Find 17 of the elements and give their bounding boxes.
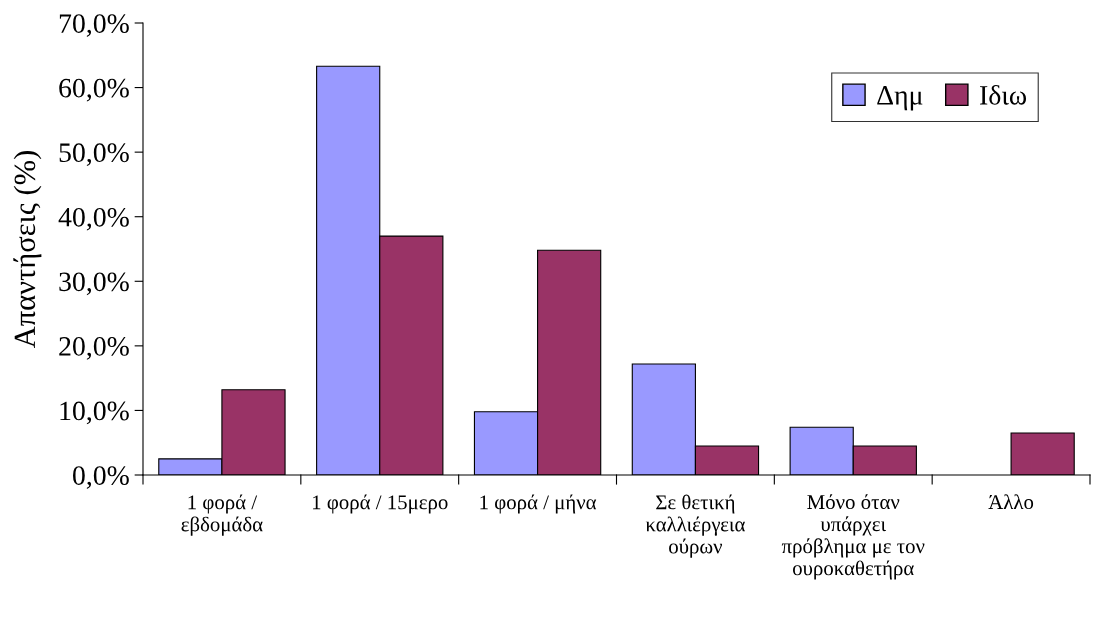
legend-label: Ιδιω [980, 85, 1027, 105]
x-tick-label: Μόνο όταν υπάρχει πρόβλημα με τον ουροκαθετήρα [781, 494, 925, 580]
x-tick-label: 1 φορά / 15μερο [313, 494, 448, 514]
x-tick-label: Σε θετική καλλιέργεια ούρων [645, 494, 745, 558]
y-tick-label: 20,0% [59, 337, 129, 360]
y-tick-label: 0,0% [73, 466, 129, 489]
legend-label: Δημ [877, 86, 923, 111]
y-tick-label: 40,0% [58, 207, 129, 231]
y-tick-label: 70,0% [59, 14, 129, 37]
x-tick-label: Άλλο [988, 494, 1034, 510]
y-tick-label: 60,0% [59, 78, 129, 102]
y-axis-title: Απαντήσεις (%) [13, 151, 42, 349]
y-tick-label: 30,0% [59, 272, 129, 296]
x-tick-label: 1 φορά / εβδομάδα [181, 494, 263, 536]
x-tick-label: 1 φορά / μήνα [480, 494, 597, 514]
y-tick-label: 10,0% [60, 401, 129, 425]
y-tick-label: 50,0% [59, 143, 129, 167]
